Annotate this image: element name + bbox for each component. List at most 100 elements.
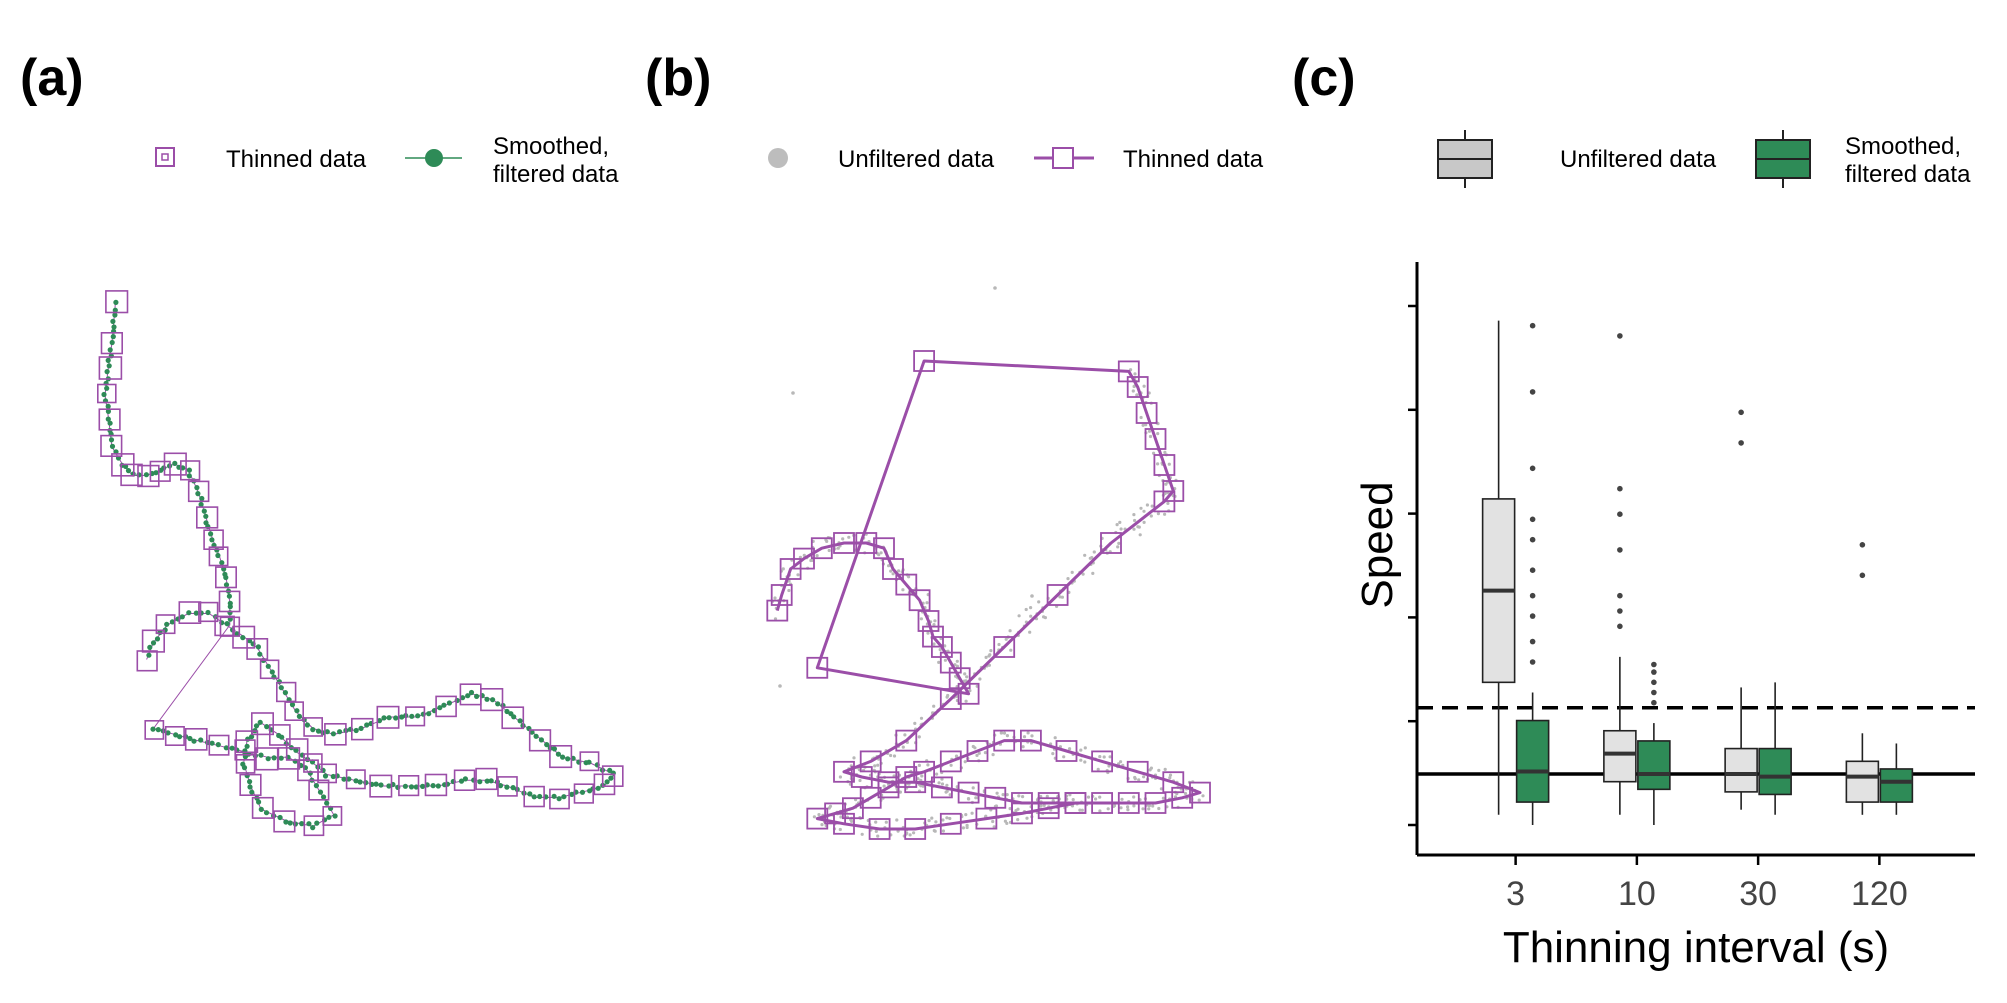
unfiltered-point: [913, 721, 917, 726]
unfiltered-point: [1157, 806, 1161, 811]
unfiltered-point: [839, 815, 843, 819]
smoothed-point: [258, 752, 264, 758]
unfiltered-point: [1062, 755, 1066, 759]
smoothed-point: [240, 635, 246, 641]
unfiltered-point: [1133, 372, 1137, 376]
smoothed-point: [529, 729, 535, 735]
unfiltered-point: [1005, 793, 1009, 797]
unfiltered-point: [892, 754, 897, 758]
unfiltered-point: [933, 619, 937, 623]
unfiltered-point: [889, 569, 893, 573]
smoothed-point: [465, 693, 471, 699]
smoothed-point: [357, 779, 363, 785]
smoothed-point: [186, 473, 192, 479]
unfiltered-point: [796, 573, 800, 577]
unfiltered-point: [965, 823, 969, 828]
thinned-square: [1046, 584, 1069, 606]
smoothed-point: [304, 722, 310, 728]
box-outlier: [1651, 669, 1657, 675]
smoothed-point: [376, 718, 383, 724]
unfiltered-point: [1026, 731, 1030, 735]
smoothed-point: [310, 825, 316, 831]
unfiltered-point: [1039, 804, 1043, 808]
unfiltered-point: [1108, 755, 1112, 759]
smoothed-point: [437, 705, 443, 711]
smoothed-point: [227, 604, 233, 610]
thinned-square: [1091, 750, 1113, 773]
thinned-square: [277, 747, 301, 770]
box-outlier: [1617, 511, 1623, 517]
smoothed-point: [378, 782, 384, 788]
thinned-square: [1011, 802, 1033, 825]
thinned-square: [120, 463, 143, 487]
unfiltered-point: [1161, 796, 1165, 800]
unfiltered-point: [1053, 736, 1057, 740]
smoothed-point: [289, 702, 296, 708]
smoothed-point: [538, 737, 545, 743]
smoothed-point: [321, 794, 327, 800]
legend-a-dot-symbol: [425, 149, 443, 167]
smoothed-point: [510, 785, 516, 791]
unfiltered-point: [787, 588, 791, 593]
smoothed-point: [358, 725, 364, 732]
smoothed-point: [110, 334, 116, 340]
smoothed-point: [413, 784, 419, 790]
smoothed-point: [315, 728, 322, 734]
unfiltered-point: [963, 672, 967, 676]
smoothed-point: [299, 821, 305, 827]
unfiltered-point: [874, 829, 878, 834]
unfiltered-point: [943, 658, 948, 662]
unfiltered-point: [1159, 787, 1163, 791]
smoothed-point: [105, 416, 111, 422]
smoothed-point: [173, 732, 179, 738]
thinned-square: [203, 529, 224, 551]
thinned-square: [1091, 792, 1113, 814]
smoothed-point: [164, 621, 170, 627]
unfiltered-point: [1168, 776, 1172, 780]
smoothed-point: [517, 718, 523, 724]
thinned-square: [549, 744, 573, 769]
unfiltered-point: [948, 816, 952, 821]
thinned-square: [137, 464, 160, 488]
unfiltered-point: [1142, 384, 1146, 388]
unfiltered-point: [987, 663, 992, 667]
unfiltered-point: [1151, 804, 1155, 808]
unfiltered-point: [1083, 746, 1087, 750]
smoothed-point: [508, 711, 514, 717]
unfiltered-outlier-point: [791, 391, 795, 395]
smoothed-point: [393, 715, 399, 721]
unfiltered-point: [1066, 577, 1070, 581]
smoothed-point: [247, 784, 253, 790]
thinned-square: [369, 774, 393, 798]
unfiltered-point: [945, 789, 949, 793]
smoothed-point: [154, 636, 161, 642]
smoothed-point: [147, 644, 153, 651]
thinned-square: [285, 738, 309, 761]
panel-label-b: (b): [645, 49, 712, 107]
smoothed-point: [205, 609, 211, 616]
unfiltered-point: [1081, 572, 1085, 576]
unfiltered-point: [838, 775, 843, 779]
thinned-square: [939, 651, 962, 674]
smoothed-point: [263, 810, 270, 816]
unfiltered-point: [884, 820, 888, 824]
unfiltered-point: [882, 784, 886, 788]
unfiltered-point: [1120, 797, 1124, 801]
track-line: [104, 302, 616, 827]
thinned-square: [957, 781, 980, 804]
thinned-square: [246, 637, 269, 660]
box-outlier: [1859, 572, 1866, 579]
thinned-square: [196, 506, 219, 529]
unfiltered-point: [901, 588, 905, 592]
unfiltered-point: [992, 825, 996, 829]
unfiltered-point: [1163, 767, 1167, 772]
unfiltered-point: [1163, 450, 1167, 454]
unfiltered-point: [1163, 512, 1167, 516]
unfiltered-point: [1116, 545, 1120, 549]
unfiltered-point: [874, 820, 878, 824]
thinned-square: [97, 383, 117, 404]
box-body: [1724, 747, 1758, 793]
smoothed-point: [223, 582, 230, 588]
thinned-square: [770, 584, 793, 606]
unfiltered-point: [932, 642, 936, 646]
